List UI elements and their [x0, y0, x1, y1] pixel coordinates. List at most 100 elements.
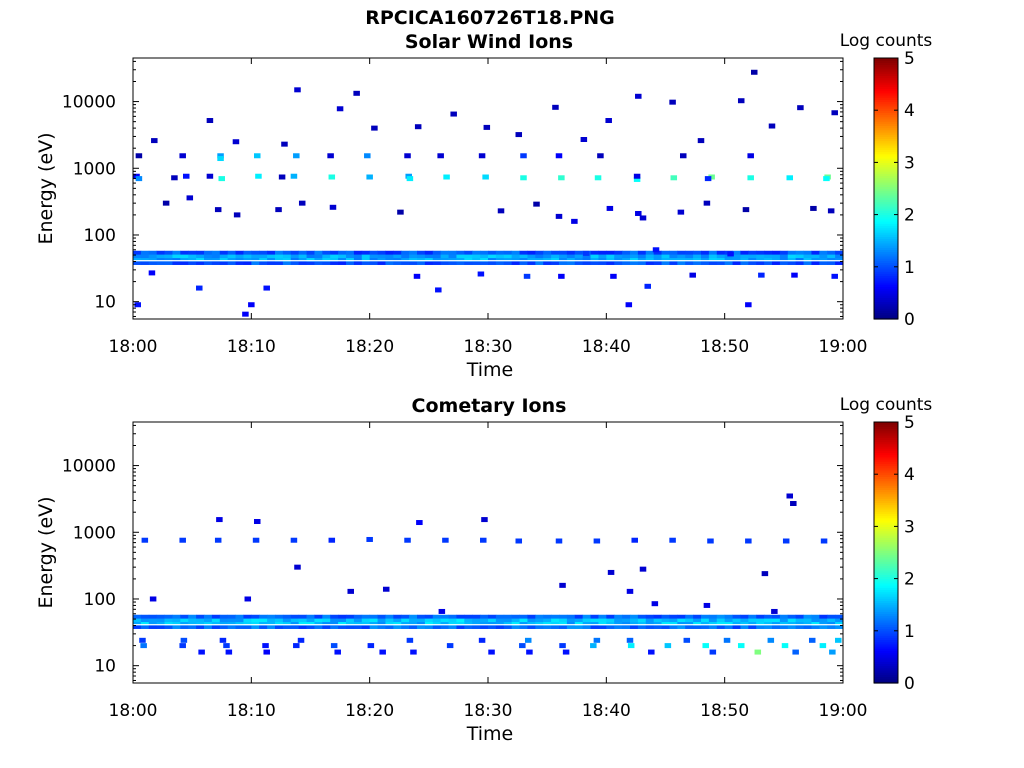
colorbar-segment — [874, 262, 898, 266]
colorbar-segment — [874, 86, 898, 90]
data-cell — [242, 311, 249, 317]
data-cell — [652, 247, 660, 253]
plot-area — [133, 58, 843, 319]
colorbar-segment — [874, 600, 898, 604]
colorbar-segment — [874, 305, 898, 309]
band-cell — [559, 614, 568, 619]
band-cell — [259, 614, 268, 619]
colorbar-segment — [874, 609, 898, 612]
band-cell — [819, 257, 828, 262]
band-cell — [275, 257, 284, 262]
band-cell — [298, 621, 307, 626]
band-cell — [385, 618, 394, 623]
data-cell — [442, 537, 449, 543]
data-cell — [702, 643, 709, 649]
band-cell — [811, 254, 820, 259]
colorbar-segment — [874, 602, 898, 606]
band-cell — [164, 254, 173, 259]
band-cell — [472, 254, 481, 259]
band-cell — [267, 254, 276, 259]
colorbar-segment — [874, 71, 898, 74]
colorbar-segment — [874, 613, 898, 617]
band-cell — [464, 254, 473, 259]
band-cell — [653, 257, 662, 262]
band-cell — [361, 621, 371, 626]
band-cell — [298, 618, 307, 623]
band-cell — [259, 618, 268, 623]
band-cell — [582, 618, 591, 623]
colorbar-tick-label: 5 — [904, 49, 915, 69]
band-cell — [708, 257, 718, 262]
band-cell — [424, 254, 434, 259]
colorbar-segment — [874, 312, 898, 316]
band-cell — [204, 257, 213, 262]
band-cell — [188, 261, 197, 265]
band-cell — [409, 254, 418, 259]
data-cell — [134, 302, 141, 308]
colorbar-segment — [874, 112, 898, 116]
colorbar-segment — [874, 221, 898, 224]
band-cell — [267, 257, 276, 262]
band-cell — [172, 625, 181, 629]
band-cell — [464, 621, 473, 626]
data-cell — [482, 174, 489, 180]
band-cell — [448, 257, 457, 262]
band-cell — [196, 621, 205, 626]
band-cell — [527, 618, 536, 623]
colorbar-segment — [874, 123, 898, 127]
colorbar-segment — [874, 543, 898, 547]
cometary-ions-panel: 18:00 18:10 18:20 18:30 18:40 18:50 19:0010100… — [35, 395, 932, 745]
colorbar-segment — [874, 290, 898, 294]
band-cell — [645, 254, 655, 259]
band-cell — [606, 261, 615, 265]
colorbar-segment — [874, 314, 898, 318]
band-cell — [488, 618, 497, 623]
data-cell — [709, 649, 717, 655]
band-cell — [480, 614, 489, 619]
band-cell — [653, 250, 662, 255]
colorbar-segment — [874, 282, 898, 285]
band-cell — [251, 257, 260, 262]
data-cell — [707, 538, 714, 544]
band-cell — [298, 250, 307, 255]
band-cell — [495, 254, 505, 259]
band-cell — [614, 618, 623, 623]
data-cell — [141, 537, 149, 543]
band-cell — [543, 261, 552, 265]
band-cell — [432, 257, 442, 262]
x-tick-label: 19:00 — [819, 337, 868, 357]
band-cell — [401, 254, 410, 259]
band-cell — [819, 254, 828, 259]
band-cell — [353, 254, 363, 259]
band-cell — [219, 254, 229, 259]
colorbar-segment — [874, 153, 898, 157]
band-cell — [330, 614, 339, 619]
colorbar-segment — [874, 604, 898, 608]
colorbar-segment — [874, 678, 898, 682]
band-cell — [787, 621, 797, 626]
band-cell — [756, 614, 765, 619]
band-cell — [724, 621, 733, 626]
data-cell — [298, 200, 306, 206]
band-cell — [480, 257, 489, 262]
band-cell — [448, 254, 457, 259]
band-cell — [488, 261, 497, 265]
band-cell — [204, 621, 213, 626]
band-cell — [503, 257, 513, 262]
band-cell — [133, 254, 142, 259]
colorbar-segment — [874, 478, 898, 482]
band-cell — [369, 625, 378, 629]
colorbar-segment — [874, 567, 898, 571]
band-cell — [661, 621, 670, 626]
colorbar-segment — [874, 680, 898, 684]
band-cell — [156, 257, 165, 262]
band-cell — [243, 625, 252, 629]
band-cell — [322, 614, 331, 619]
band-cell — [401, 614, 410, 619]
band-cell — [551, 618, 560, 623]
band-cell — [440, 621, 449, 626]
band-cell — [685, 621, 694, 626]
band-cell — [835, 614, 844, 619]
data-cell — [186, 195, 194, 201]
colorbar-segment — [874, 663, 898, 667]
